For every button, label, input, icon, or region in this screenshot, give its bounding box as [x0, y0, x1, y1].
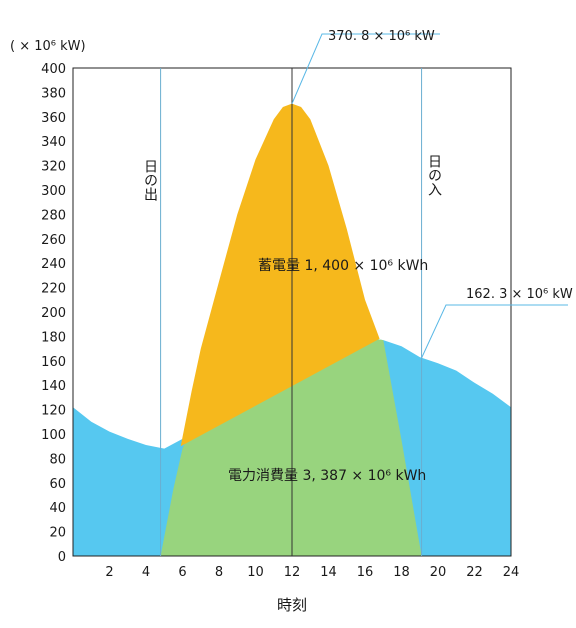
chart-ticks: 0204060801001201401601802002202402602803… [41, 62, 519, 580]
y-tick-label: 80 [49, 452, 66, 467]
y-tick-label: 300 [41, 184, 66, 199]
y-tick-label: 20 [49, 526, 66, 541]
x-tick-label: 24 [503, 565, 520, 580]
x-tick-label: 20 [430, 565, 447, 580]
peak-value-annotation: 370. 8 × 10⁶ kW [328, 29, 435, 44]
chart-callouts [291, 33, 568, 359]
y-tick-label: 320 [41, 160, 66, 175]
sunrise-label: 日の出 [142, 159, 158, 201]
x-tick-label: 2 [105, 565, 113, 580]
x-tick-label: 16 [357, 565, 374, 580]
x-axis-label: 時刻 [277, 596, 307, 614]
chart-vertical-lines [160, 68, 423, 556]
x-tick-label: 18 [393, 565, 410, 580]
sunset-value-annotation: 162. 3 × 10⁶ kW [466, 287, 573, 302]
peak-callout-line [291, 33, 440, 104]
y-axis-unit-label: ( × 10⁶ kW) [10, 39, 86, 54]
y-tick-label: 60 [49, 477, 66, 492]
y-tick-label: 40 [49, 501, 66, 516]
x-tick-label: 14 [320, 565, 337, 580]
y-tick-label: 340 [41, 135, 66, 150]
y-tick-label: 160 [41, 355, 66, 370]
y-tick-label: 280 [41, 208, 66, 223]
x-tick-label: 12 [284, 565, 301, 580]
y-tick-label: 180 [41, 330, 66, 345]
sunset-label: 日の入 [426, 154, 442, 196]
y-tick-label: 220 [41, 282, 66, 297]
x-tick-label: 4 [142, 565, 150, 580]
y-tick-label: 0 [58, 550, 66, 565]
y-tick-label: 240 [41, 257, 66, 272]
x-tick-label: 6 [178, 565, 186, 580]
storage-area-label: 蓄電量 1, 400 × 10⁶ kWh [258, 258, 428, 274]
x-tick-label: 10 [247, 565, 264, 580]
y-tick-label: 260 [41, 233, 66, 248]
y-tick-label: 140 [41, 379, 66, 394]
y-tick-label: 400 [41, 62, 66, 77]
sunset-callout-line [421, 304, 568, 359]
x-tick-label: 22 [466, 565, 483, 580]
y-tick-label: 100 [41, 428, 66, 443]
storage-area [180, 103, 380, 447]
y-tick-label: 200 [41, 306, 66, 321]
x-tick-label: 8 [215, 565, 223, 580]
y-tick-label: 380 [41, 86, 66, 101]
consumption-area-label: 電力消費量 3, 387 × 10⁶ kWh [228, 468, 426, 484]
y-tick-label: 360 [41, 111, 66, 126]
y-tick-label: 120 [41, 404, 66, 419]
